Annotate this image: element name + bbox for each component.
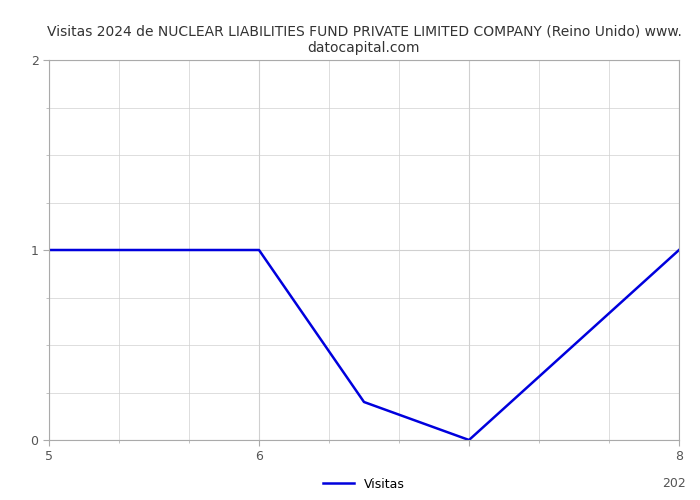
Visitas xyxy=(360,399,368,405)
Visitas xyxy=(675,247,683,253)
Visitas xyxy=(255,247,263,253)
Visitas xyxy=(570,342,578,348)
Legend: Visitas: Visitas xyxy=(318,473,410,496)
Text: 202: 202 xyxy=(662,477,686,490)
Visitas xyxy=(465,437,473,443)
Visitas xyxy=(45,247,53,253)
Title: Visitas 2024 de NUCLEAR LIABILITIES FUND PRIVATE LIMITED COMPANY (Reino Unido) w: Visitas 2024 de NUCLEAR LIABILITIES FUND… xyxy=(47,24,681,54)
Line: Visitas: Visitas xyxy=(49,250,679,440)
